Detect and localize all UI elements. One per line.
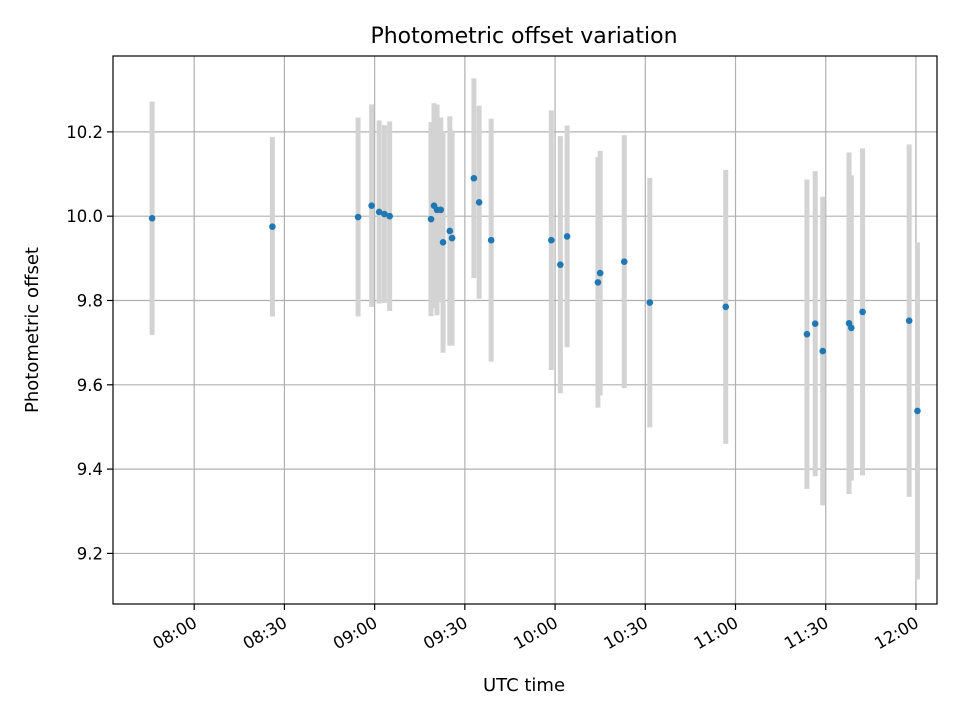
- data-point: [859, 308, 866, 316]
- y-tick-label: 9.8: [77, 291, 103, 310]
- x-tick-label: 11:30: [781, 613, 832, 653]
- error-bars: [149, 78, 920, 580]
- data-point: [819, 347, 827, 355]
- grid-lines: [113, 56, 937, 604]
- data-point: [722, 303, 730, 311]
- data-point: [437, 206, 445, 214]
- x-tick-label: 11:00: [691, 613, 742, 653]
- x-tick-label: 08:30: [240, 613, 291, 653]
- x-tick-label: 08:00: [150, 613, 201, 653]
- x-tick-label: 10:30: [601, 613, 652, 653]
- data-point: [548, 236, 555, 244]
- data-point: [427, 215, 435, 223]
- data-point: [914, 407, 921, 415]
- plot-frame: [112, 55, 938, 605]
- data-point: [269, 223, 276, 231]
- data-point: [811, 320, 819, 327]
- data-point: [563, 233, 571, 240]
- data-point: [446, 227, 454, 235]
- data-point: [475, 198, 483, 206]
- data-point: [620, 258, 628, 266]
- data-point: [148, 214, 156, 222]
- data-point: [803, 330, 811, 338]
- chart-title: Photometric offset variation: [370, 24, 677, 49]
- data-point: [487, 236, 495, 244]
- data-point: [386, 212, 393, 220]
- x-tick-label: 10:00: [510, 613, 561, 653]
- y-tick-label: 9.2: [77, 544, 103, 563]
- data-point: [557, 261, 564, 268]
- data-point: [368, 202, 375, 209]
- data-point: [470, 174, 478, 182]
- y-tick-label: 10.2: [66, 123, 103, 142]
- data-point: [847, 324, 855, 332]
- y-axis-label: Photometric offset: [22, 247, 43, 413]
- data-point: [596, 269, 604, 277]
- x-tick-label: 12:00: [871, 613, 922, 653]
- x-tick-label: 09:30: [420, 613, 471, 653]
- x-axis-label: UTC time: [483, 675, 565, 696]
- data-point: [594, 279, 602, 286]
- data-point: [448, 234, 456, 242]
- data-point: [381, 210, 388, 218]
- x-tick-label: 09:00: [330, 613, 381, 653]
- data-point: [646, 299, 654, 306]
- data-point: [439, 239, 447, 246]
- data-point: [905, 317, 913, 325]
- y-tick-label: 9.4: [77, 460, 103, 479]
- data-points: [148, 174, 921, 415]
- data-point: [375, 208, 383, 216]
- y-tick-label: 10.0: [66, 207, 103, 226]
- y-tick-label: 9.6: [77, 376, 103, 395]
- data-point: [354, 213, 362, 221]
